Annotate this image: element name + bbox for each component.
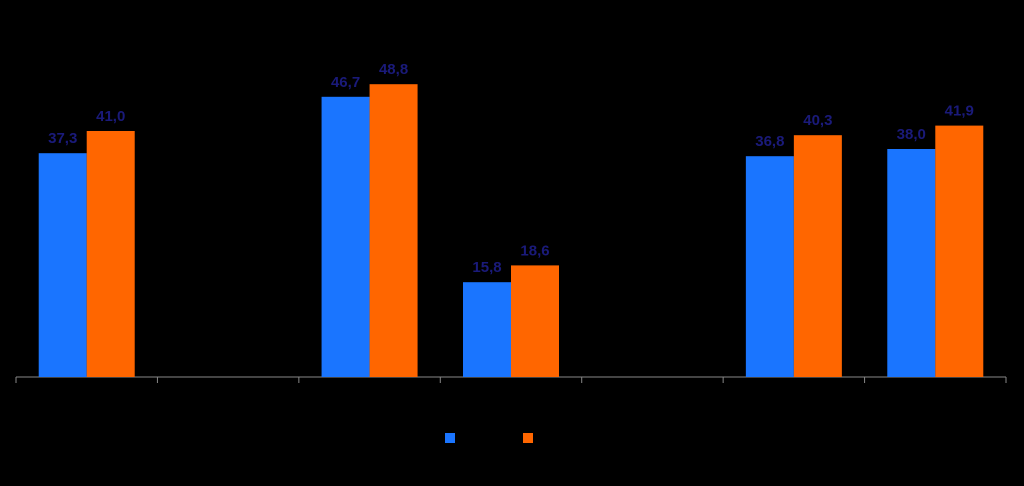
legend-marker xyxy=(523,433,533,443)
bar xyxy=(321,96,370,378)
bar xyxy=(38,153,87,377)
bar xyxy=(86,131,135,377)
value-label: 41,9 xyxy=(945,103,974,120)
bar xyxy=(745,156,794,377)
bar xyxy=(463,282,511,377)
value-label: 38,0 xyxy=(897,126,926,143)
value-label: 36,8 xyxy=(755,133,784,150)
value-label: 15,8 xyxy=(472,259,501,276)
value-label: 48,8 xyxy=(379,61,408,78)
value-label: 18,6 xyxy=(520,242,549,259)
legend-marker xyxy=(445,433,455,443)
bar xyxy=(935,125,984,377)
bar xyxy=(793,135,842,377)
value-label: 40,3 xyxy=(803,112,832,129)
bar xyxy=(887,149,936,377)
value-label: 46,7 xyxy=(331,74,360,91)
bar xyxy=(369,84,418,377)
value-label: 37,3 xyxy=(48,130,77,147)
value-label: 41,0 xyxy=(96,108,125,125)
bar xyxy=(511,265,559,377)
